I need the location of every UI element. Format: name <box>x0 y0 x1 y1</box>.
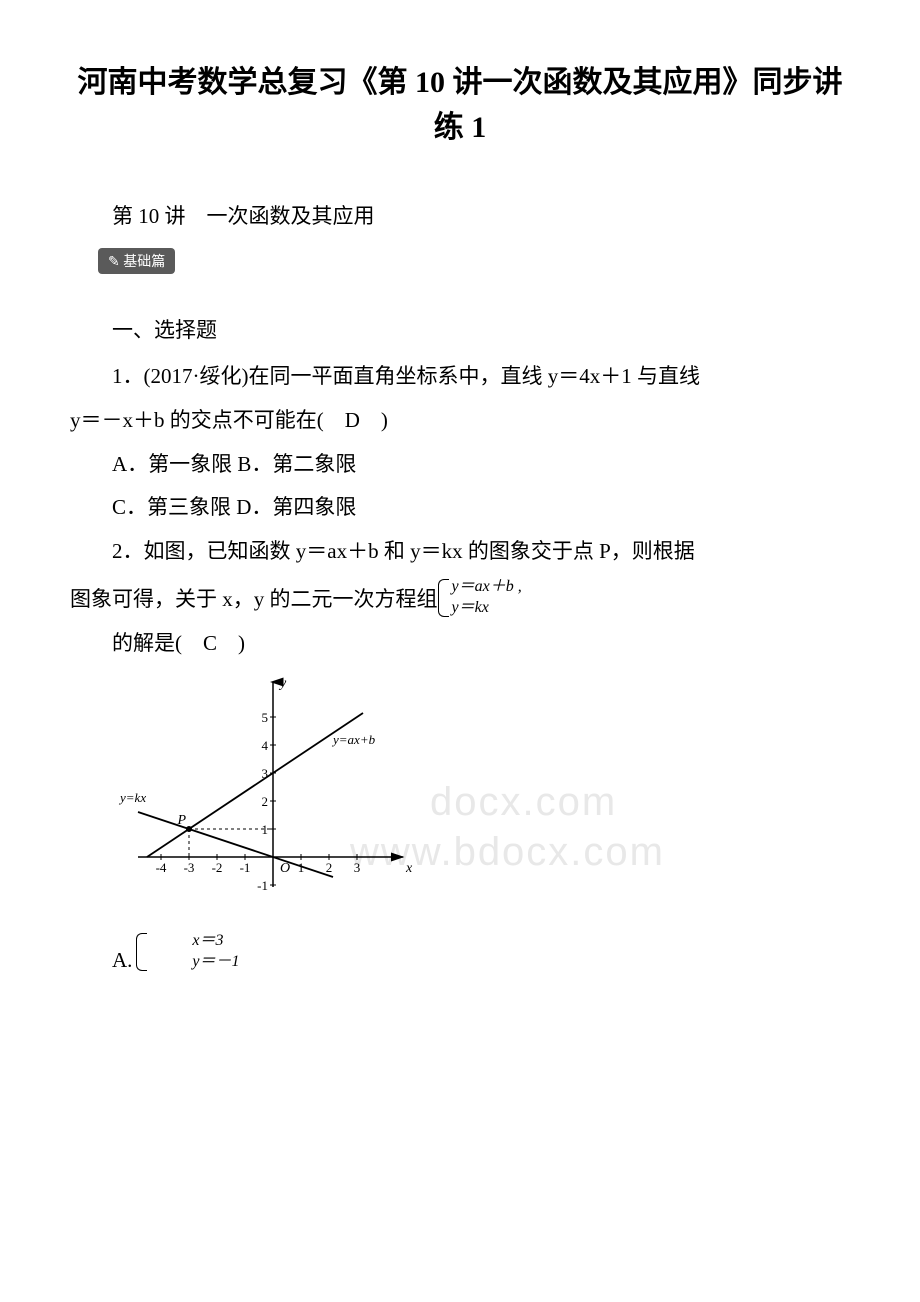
q1-line1: 1．(2017·绥化)在同一平面直角坐标系中，直线 y＝4x＋1 与直线 <box>70 358 850 396</box>
origin-label: O <box>280 861 290 876</box>
q1-line2: y＝－x＋b 的交点不可能在( D ) <box>70 402 850 440</box>
option-a-label: A. <box>70 948 132 973</box>
coordinate-graph-icon: -4 -3 -2 -1 1 2 3 1 2 3 4 5 -1 O x y <box>118 672 418 902</box>
xtick-label: -3 <box>184 860 195 875</box>
q2-line2-wrap: 图象可得，关于 x，y 的二元一次方程组 y＝ax＋b , y＝kx <box>70 577 522 619</box>
xtick-label: 3 <box>354 860 361 875</box>
q2-option-a: A. x＝3 y＝－1 <box>70 931 850 973</box>
xtick-label: 2 <box>326 860 333 875</box>
lecture-subtitle: 第 10 讲 一次函数及其应用 <box>70 200 850 230</box>
q1-opt-b: B．第二象限 <box>237 452 356 476</box>
q2-line3: 的解是( C ) <box>70 625 850 663</box>
q1-opt-c: C．第三象限 <box>112 495 231 519</box>
xtick-label: -1 <box>240 860 251 875</box>
page-title: 河南中考数学总复习《第 10 讲一次函数及其应用》同步讲练 1 <box>70 60 850 150</box>
ytick-label: 2 <box>262 794 269 809</box>
graph-figure: -4 -3 -2 -1 1 2 3 1 2 3 4 5 -1 O x y <box>118 672 850 907</box>
xtick-label: -2 <box>212 860 223 875</box>
eq-line-2: y＝kx <box>452 598 522 619</box>
q2-line1: 2．如图，已知函数 y＝ax＋b 和 y＝kx 的图象交于点 P，则根据 <box>70 533 850 571</box>
line-yaxb-label: y=ax+b <box>331 732 376 747</box>
option-a-equation-system: x＝3 y＝－1 <box>136 931 239 973</box>
q1-opt-a: A．第一象限 <box>112 452 232 476</box>
ytick-label: -1 <box>257 878 268 893</box>
q1-options-ab: A．第一象限 B．第二象限 <box>70 446 850 484</box>
y-axis-label: y <box>278 676 287 691</box>
line-ykx-label: y=kx <box>118 790 146 805</box>
equation-system-icon: y＝ax＋b , y＝kx <box>438 577 522 619</box>
section-heading: 一、选择题 <box>70 314 850 344</box>
ytick-label: 4 <box>262 738 269 753</box>
x-axis-label: x <box>405 861 413 876</box>
q1-options-cd: C．第三象限 D．第四象限 <box>70 489 850 527</box>
opt-a-eq2: y＝－1 <box>150 952 239 973</box>
opt-a-eq1: x＝3 <box>150 931 239 952</box>
point-p-label: P <box>176 813 186 828</box>
q2-line2-prefix: 图象可得，关于 x，y 的二元一次方程组 <box>70 581 438 619</box>
ytick-label: 5 <box>262 710 269 725</box>
q1-opt-d: D．第四象限 <box>236 495 356 519</box>
xtick-label: -4 <box>156 860 167 875</box>
eq-line-1: y＝ax＋b , <box>452 577 522 598</box>
level-badge: ✎ 基础篇 <box>98 248 175 274</box>
